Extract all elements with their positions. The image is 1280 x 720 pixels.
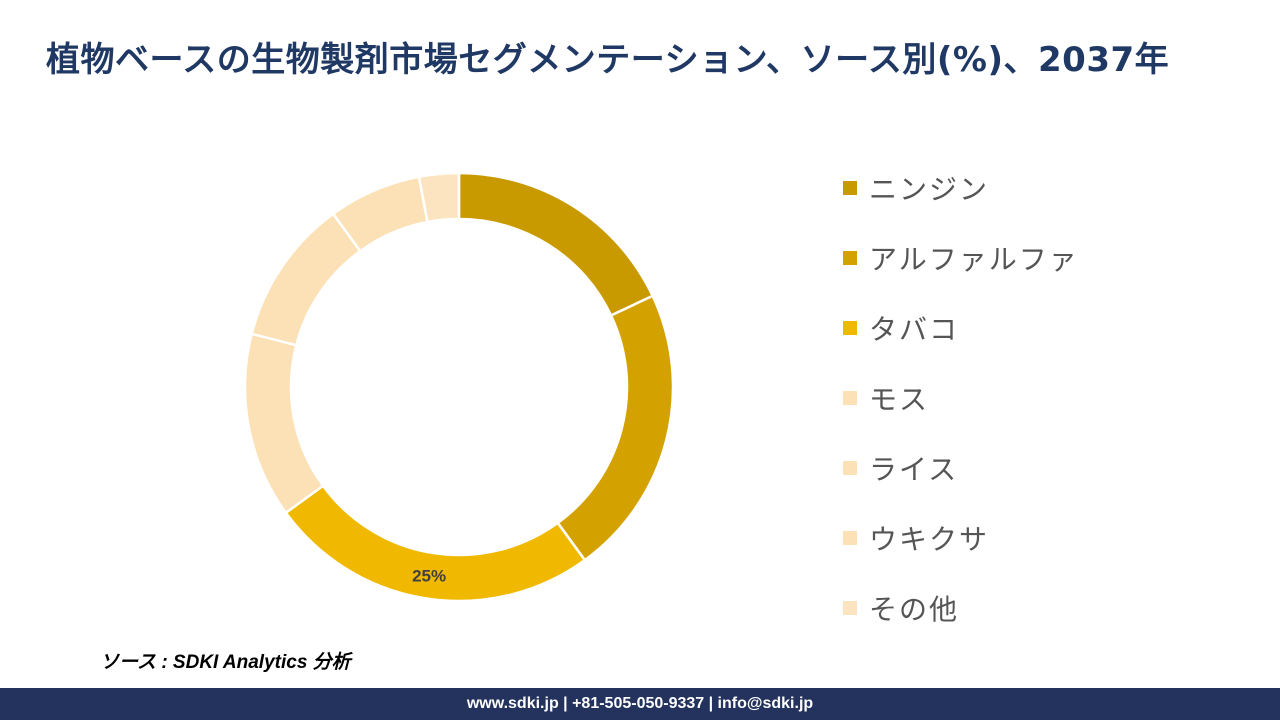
footer-contact[interactable]: www.sdki.jp | +81-505-050-9337 | info@sd… bbox=[466, 695, 814, 712]
legend-item-1: ニンジン bbox=[843, 153, 1263, 223]
legend-swatch bbox=[843, 251, 857, 265]
source-note: ソース : SDKI Analytics 分析 bbox=[100, 652, 351, 673]
legend-swatch bbox=[843, 321, 857, 335]
legend-swatch bbox=[843, 391, 857, 405]
legend-item-4: モス bbox=[843, 363, 1263, 433]
donut-slice-7 bbox=[417, 171, 461, 224]
legend-swatch bbox=[843, 461, 857, 475]
legend-item-5: ライス bbox=[843, 433, 1263, 503]
legend-item-3: タバコ bbox=[843, 293, 1263, 363]
donut-slice-4 bbox=[243, 332, 325, 515]
donut-slice-1 bbox=[457, 171, 655, 318]
legend-swatch bbox=[843, 531, 857, 545]
chart-title: 植物ベースの生物製剤市場セグメンテーション、ソース別(%)、2037年 bbox=[46, 40, 1170, 80]
legend-label: その他 bbox=[869, 593, 960, 626]
chart-legend: ニンジンアルファルファ タバコモスライスウキクサその他 bbox=[843, 153, 1263, 643]
donut-data-labels: 25% bbox=[412, 567, 446, 586]
legend-swatch bbox=[843, 181, 857, 195]
legend-label: ウキクサ bbox=[869, 523, 990, 556]
legend-swatch bbox=[843, 601, 857, 615]
donut-slices bbox=[243, 171, 675, 603]
legend-item-2: アルファルファ bbox=[843, 223, 1263, 293]
donut-slice-2 bbox=[556, 294, 675, 562]
legend-item-7: その他 bbox=[843, 573, 1263, 643]
legend-label: モス bbox=[869, 383, 930, 416]
legend-label: ライス bbox=[869, 453, 959, 486]
donut-slice-5 bbox=[250, 212, 362, 347]
footer-bar: www.sdki.jp | +81-505-050-9337 | info@sd… bbox=[0, 688, 1280, 720]
legend-label: ニンジン bbox=[869, 173, 990, 206]
legend-label: アルファルファ bbox=[869, 243, 1079, 276]
data-label-3: 25% bbox=[412, 567, 446, 586]
legend-item-6: ウキクサ bbox=[843, 503, 1263, 573]
legend-label: タバコ bbox=[869, 313, 960, 346]
